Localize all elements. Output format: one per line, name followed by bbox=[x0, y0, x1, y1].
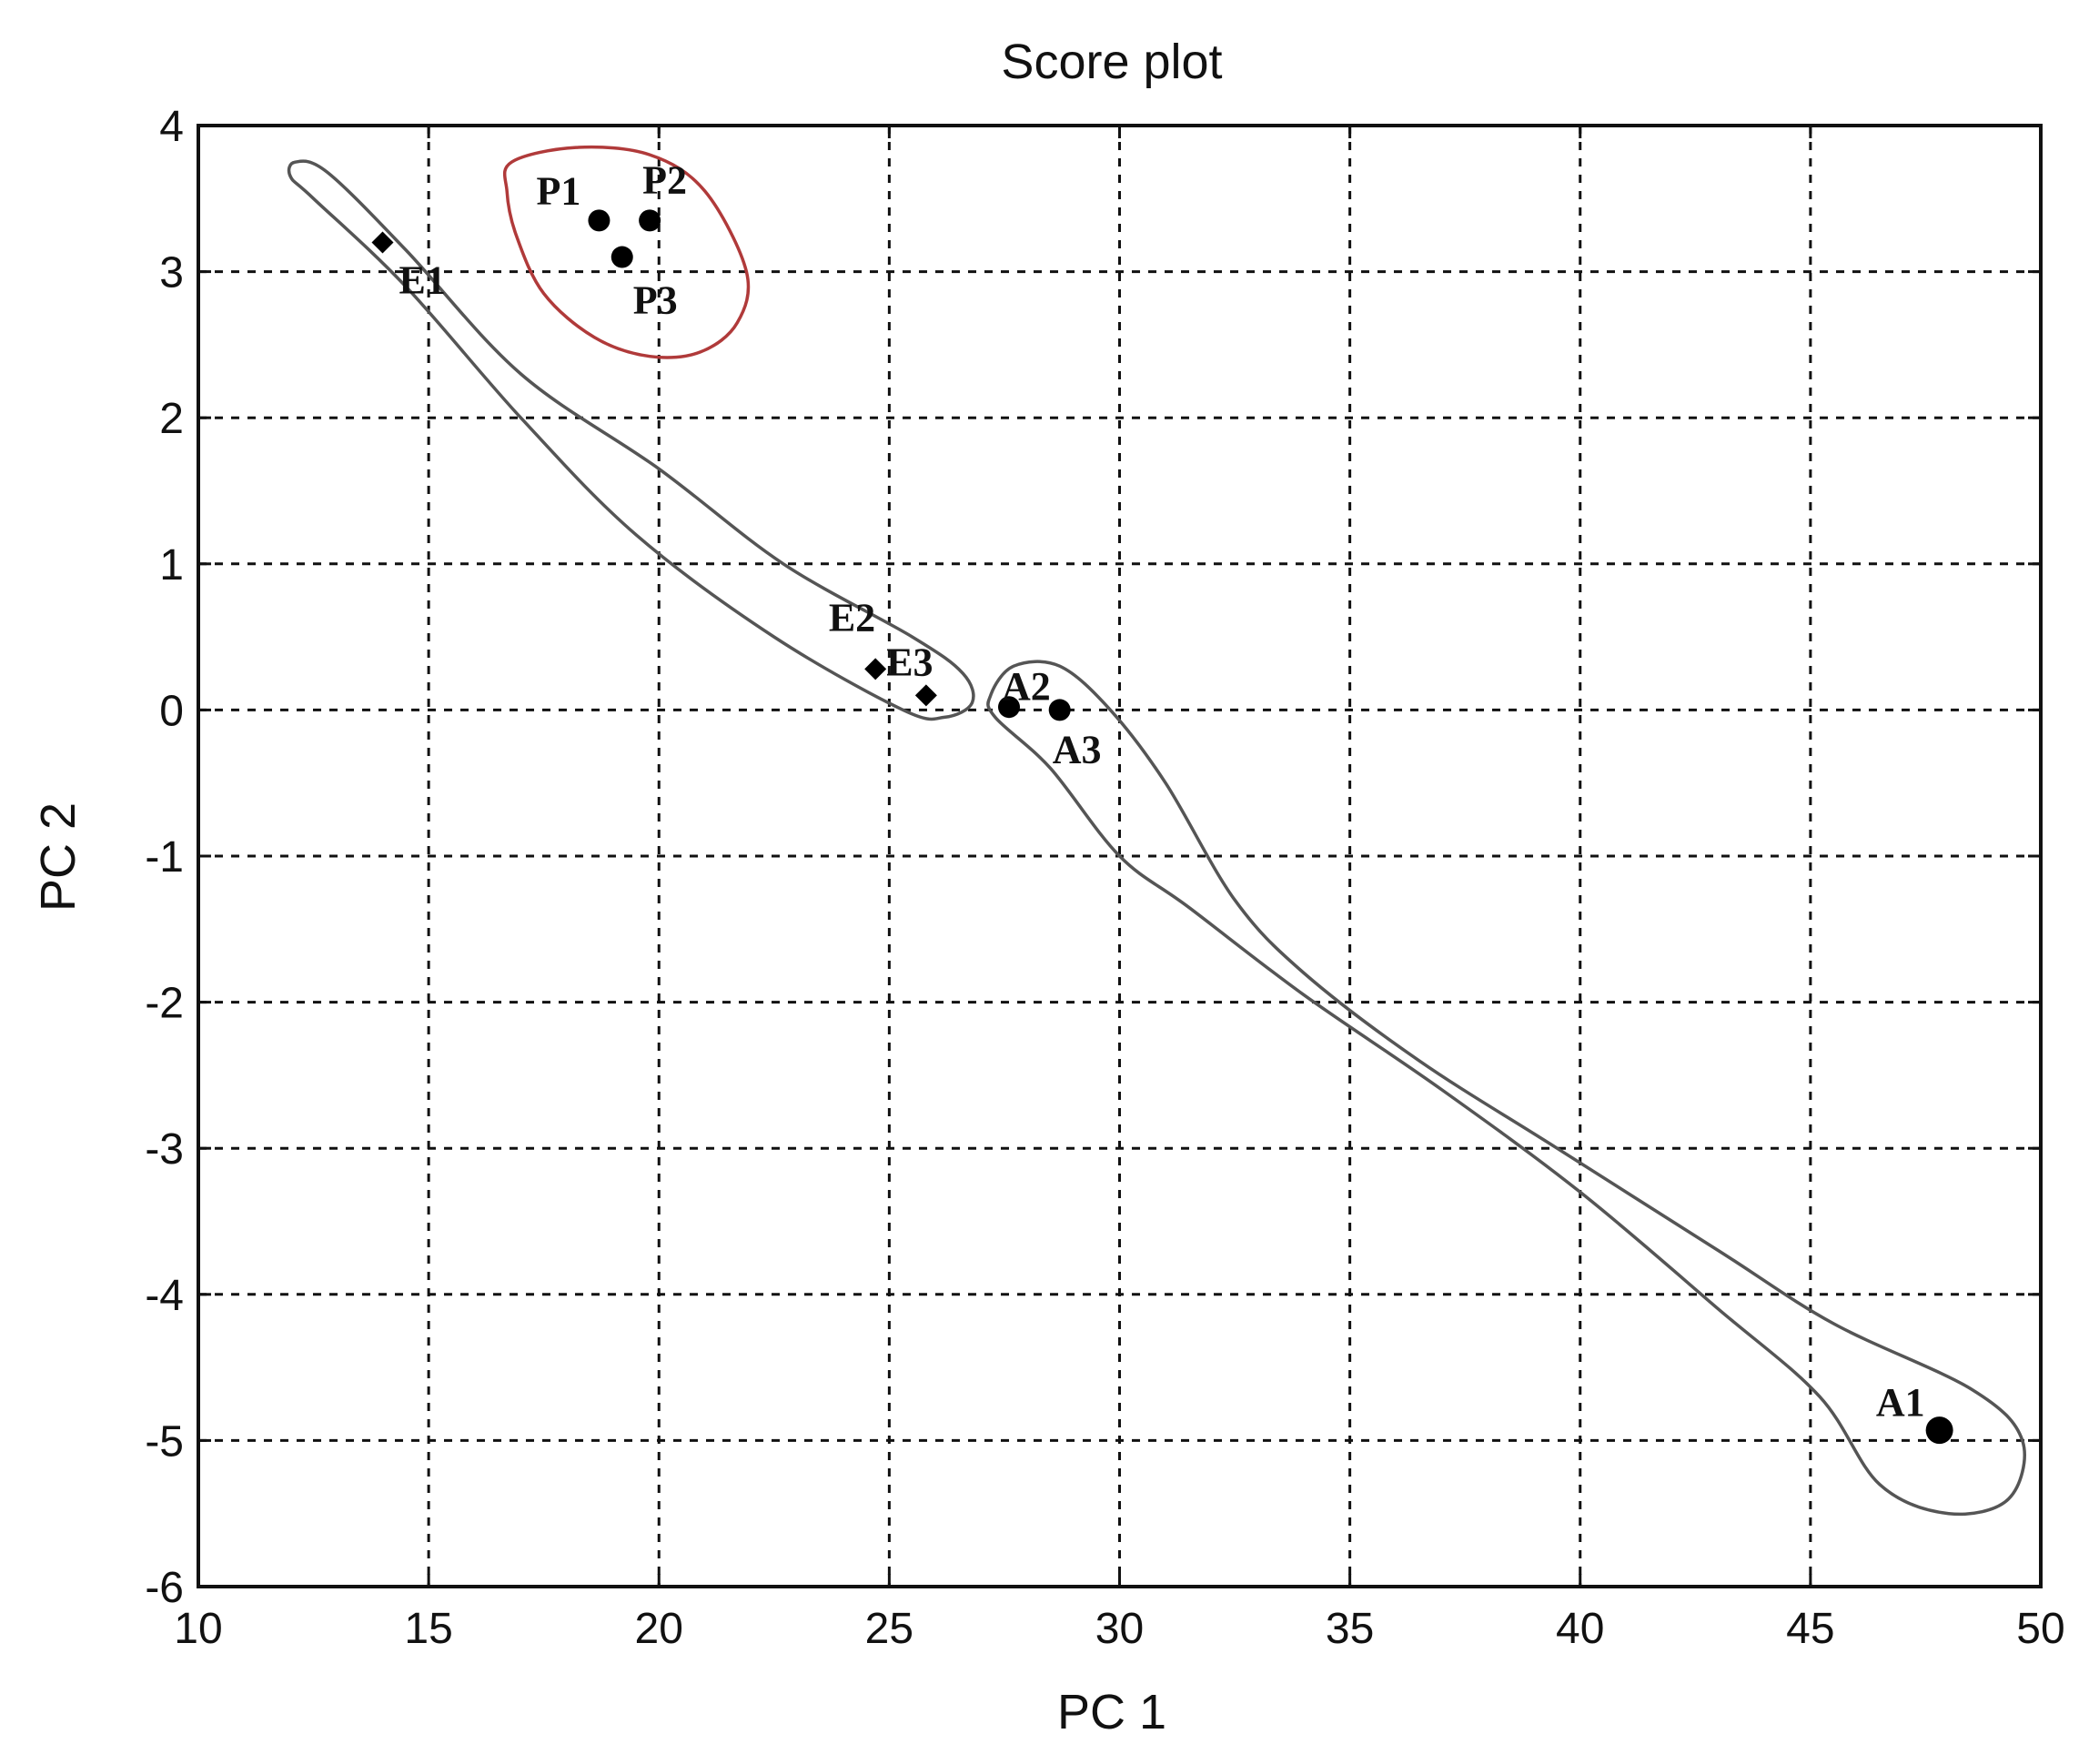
data-point-p2 bbox=[639, 209, 661, 232]
point-label-e2: E2 bbox=[829, 595, 875, 640]
y-tick-label: -1 bbox=[145, 833, 184, 882]
data-point-e2 bbox=[864, 658, 887, 680]
data-point-e1 bbox=[371, 231, 394, 254]
data-point-e3 bbox=[914, 684, 937, 707]
data-point-a3 bbox=[1048, 699, 1071, 721]
point-label-e1: E1 bbox=[399, 257, 446, 302]
x-axis-label: PC 1 bbox=[1057, 1685, 1166, 1739]
point-label-a3: A3 bbox=[1053, 727, 1102, 771]
data-points bbox=[371, 209, 1953, 1445]
cluster-outline-3 bbox=[986, 660, 2026, 1517]
data-point-a1 bbox=[1925, 1416, 1953, 1445]
x-tick-label: 45 bbox=[1786, 1605, 1834, 1653]
x-tick-label: 25 bbox=[865, 1605, 913, 1653]
y-tick-label: 4 bbox=[159, 103, 184, 151]
y-tick-label: -6 bbox=[145, 1564, 184, 1612]
point-label-a2: A2 bbox=[1002, 664, 1051, 709]
point-label-p3: P3 bbox=[633, 278, 678, 323]
y-tick-label: 3 bbox=[159, 249, 184, 297]
x-tick-label: 10 bbox=[174, 1605, 222, 1653]
axis-ticks: 10 15 20 25 30 35 40 45 50 -6 -5 -4 -3 -2 -1 0 1 2 3 4 bbox=[145, 103, 2064, 1653]
point-label-a1: A1 bbox=[1876, 1380, 1925, 1425]
x-tick-label: 50 bbox=[2016, 1605, 2064, 1653]
y-axis-label: PC 2 bbox=[31, 802, 86, 912]
y-tick-label: -2 bbox=[145, 980, 184, 1028]
point-label-e3: E3 bbox=[886, 640, 933, 684]
data-point-p3 bbox=[611, 246, 633, 268]
y-tick-label: 0 bbox=[159, 687, 184, 735]
y-tick-label: -3 bbox=[145, 1125, 184, 1174]
data-point-a2 bbox=[998, 696, 1020, 719]
y-tick-label: -5 bbox=[145, 1417, 184, 1466]
data-point-p1 bbox=[588, 209, 611, 232]
cluster-outline-2 bbox=[287, 159, 975, 721]
chart-title: Score plot bbox=[1001, 35, 1222, 89]
x-tick-label: 20 bbox=[635, 1605, 683, 1653]
cluster-outline-1 bbox=[502, 145, 751, 359]
cluster-outlines bbox=[287, 145, 2026, 1517]
y-tick-label: 2 bbox=[159, 395, 184, 443]
x-tick-label: 40 bbox=[1556, 1605, 1604, 1653]
y-tick-label: -4 bbox=[145, 1272, 184, 1320]
y-tick-label: 1 bbox=[159, 541, 184, 590]
point-label-p1: P1 bbox=[537, 168, 581, 213]
x-tick-label: 30 bbox=[1095, 1605, 1144, 1653]
x-tick-label: 35 bbox=[1326, 1605, 1374, 1653]
x-tick-label: 15 bbox=[404, 1605, 452, 1653]
point-label-p2: P2 bbox=[642, 157, 687, 202]
